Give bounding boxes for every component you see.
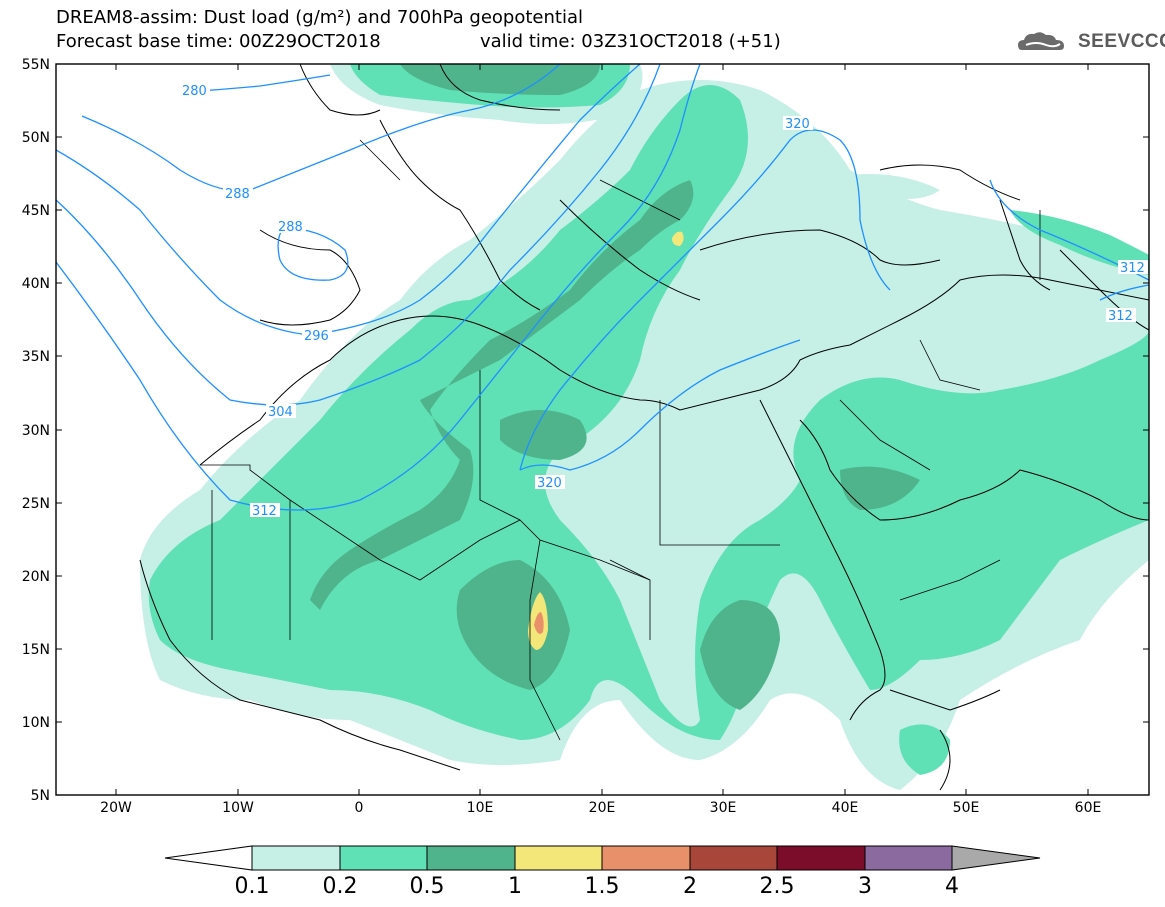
lat-label-5n: 5N bbox=[31, 788, 50, 804]
colorbar-cell-5 bbox=[601, 845, 691, 871]
dust-area-level2-horn bbox=[899, 724, 950, 775]
lat-label-10n: 10N bbox=[22, 715, 50, 731]
contour-label-320b: 320 bbox=[785, 117, 810, 132]
colorbar: 0.1 0.2 0.5 1 1.5 2 2.5 3 4 bbox=[164, 845, 1041, 899]
dust-area-level3-libya bbox=[500, 410, 587, 460]
dust-field bbox=[140, 64, 1149, 790]
colorbar-tick-4: 4 bbox=[945, 874, 959, 899]
contour-label-304: 304 bbox=[268, 405, 293, 420]
colorbar-cell-6 bbox=[689, 845, 778, 871]
colorbar-cell-1 bbox=[251, 845, 341, 871]
valid-time: valid time: 03Z31OCT2018 (+51) bbox=[480, 31, 781, 52]
geopotential-contours bbox=[56, 64, 1149, 511]
colorbar-tick-1: 1 bbox=[508, 874, 522, 899]
lat-label-40n: 40N bbox=[22, 276, 50, 292]
lon-label-50e: 50E bbox=[953, 800, 980, 816]
lon-label-20e: 20E bbox=[589, 800, 616, 816]
dust-area-level2-caspian bbox=[1010, 210, 1149, 275]
colorbar-cell-3 bbox=[426, 845, 516, 871]
lon-label-10e: 10E bbox=[467, 800, 494, 816]
map-title: DREAM8-assim: Dust load (g/m²) and 700hP… bbox=[56, 7, 583, 28]
lat-label-45n: 45N bbox=[22, 203, 50, 219]
lon-labels: 20W 10W 0 10E 20E 30E 40E 50E 60E bbox=[100, 800, 1101, 816]
contour-label-312b: 312 bbox=[1120, 261, 1145, 276]
colorbar-tick-0.5: 0.5 bbox=[410, 874, 445, 899]
coastlines bbox=[139, 64, 1149, 791]
dust-area-level4-balkan bbox=[672, 231, 684, 246]
lat-labels: 55N 50N 45N 40N 35N 30N 25N 20N 15N 10N … bbox=[22, 57, 50, 804]
colorbar-tick-2.5: 2.5 bbox=[760, 874, 795, 899]
lat-label-35n: 35N bbox=[22, 349, 50, 365]
contour-label-312a: 312 bbox=[252, 504, 277, 519]
lat-label-50n: 50N bbox=[22, 130, 50, 146]
lon-label-10w: 10W bbox=[222, 800, 254, 816]
colorbar-tick-1.5: 1.5 bbox=[585, 874, 620, 899]
lat-label-30n: 30N bbox=[22, 423, 50, 439]
dust-area-level3-sahel bbox=[456, 560, 570, 690]
colorbar-tick-0.2: 0.2 bbox=[323, 874, 358, 899]
dust-area-level5 bbox=[534, 612, 544, 634]
dust-area-level1-east bbox=[850, 174, 940, 199]
colorbar-cell-8 bbox=[864, 845, 953, 871]
contour-label-288a: 288 bbox=[225, 187, 250, 202]
colorbar-high-arrow bbox=[951, 845, 1041, 871]
dust-area-level3 bbox=[310, 180, 694, 610]
lon-label-60e: 60E bbox=[1075, 800, 1102, 816]
lon-label-20w: 20W bbox=[100, 800, 132, 816]
lon-ticks bbox=[115, 64, 1089, 795]
colorbar-cell-4 bbox=[514, 845, 603, 871]
lat-label-55n: 55N bbox=[22, 57, 50, 73]
lon-label-30e: 30E bbox=[710, 800, 737, 816]
borders bbox=[200, 139, 1041, 741]
lon-label-40e: 40E bbox=[832, 800, 859, 816]
cloud-logo-icon bbox=[1018, 32, 1064, 50]
logo-text: SEEVCCC bbox=[1078, 31, 1165, 52]
colorbar-low-arrow bbox=[164, 845, 253, 871]
colorbar-tick-0.1: 0.1 bbox=[235, 874, 270, 899]
lat-label-15n: 15N bbox=[22, 642, 50, 658]
contour-label-320a: 320 bbox=[537, 476, 562, 491]
colorbar-tick-2: 2 bbox=[683, 874, 697, 899]
dust-area-level3-sudan bbox=[700, 600, 780, 710]
contour-label-312c: 312 bbox=[1108, 309, 1133, 324]
dust-area-level2 bbox=[148, 85, 1149, 740]
forecast-base-time: Forecast base time: 00Z29OCT2018 bbox=[56, 31, 381, 52]
lat-label-20n: 20N bbox=[22, 569, 50, 585]
colorbar-cell-7 bbox=[776, 845, 866, 871]
colorbar-cell-2 bbox=[339, 845, 428, 871]
dust-area-level3-arabia bbox=[840, 466, 920, 510]
lat-label-25n: 25N bbox=[22, 496, 50, 512]
geopotential-labels: 280 288 288 296 304 312 320 320 312 312 bbox=[180, 83, 1148, 519]
contour-label-296: 296 bbox=[304, 329, 329, 344]
colorbar-tick-3: 3 bbox=[858, 874, 872, 899]
contour-label-288b: 288 bbox=[278, 220, 303, 235]
contour-label-280: 280 bbox=[182, 84, 207, 99]
lon-label-0: 0 bbox=[355, 800, 364, 816]
lat-ticks bbox=[56, 63, 1149, 723]
